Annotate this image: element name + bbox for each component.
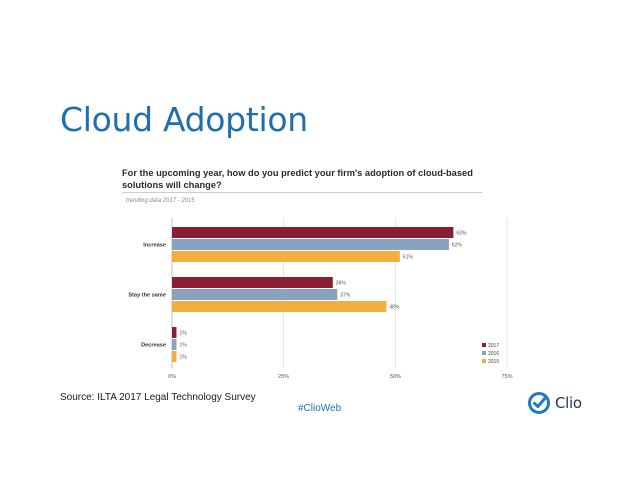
legend-swatch: [482, 359, 486, 363]
data-label: 51%: [403, 255, 414, 261]
data-label: 48%: [389, 305, 400, 311]
bar: [172, 227, 454, 238]
x-tick-label: 50%: [390, 374, 401, 380]
category-label: Increase: [143, 243, 166, 249]
bar: [172, 239, 449, 250]
bar: [172, 339, 177, 350]
legend-label: 2016: [488, 351, 499, 357]
x-tick-label: 75%: [501, 374, 512, 380]
hashtag[interactable]: #ClioWeb: [298, 403, 342, 414]
legend-swatch: [482, 351, 486, 355]
x-tick-label: 25%: [278, 374, 289, 380]
bar: [172, 301, 387, 312]
data-label: 37%: [340, 293, 351, 299]
slide-title: Cloud Adoption: [60, 100, 308, 139]
clio-check-icon: [528, 392, 550, 414]
title-divider: [122, 192, 482, 193]
legend-label: 2015: [488, 359, 499, 365]
brand-name: Clio: [555, 394, 582, 412]
bar: [172, 327, 177, 338]
bar: [172, 351, 177, 362]
chart-subtitle: trending data 2017 - 2015: [126, 198, 195, 204]
bar: [172, 277, 333, 288]
legend-swatch: [482, 343, 486, 347]
data-label: 1%: [179, 343, 187, 349]
data-label: 1%: [179, 355, 187, 361]
x-tick-label: 0%: [168, 374, 176, 380]
data-label: 36%: [336, 281, 347, 287]
data-label: 62%: [452, 243, 463, 249]
source-note: Source: ILTA 2017 Legal Technology Surve…: [60, 392, 256, 403]
data-label: 1%: [179, 331, 187, 337]
bar: [172, 251, 400, 262]
brand-logo: Clio: [527, 390, 582, 416]
legend-label: 2017: [488, 343, 499, 349]
bar: [172, 289, 338, 300]
chart-title: For the upcoming year, how do you predic…: [122, 168, 473, 190]
data-label: 63%: [456, 231, 467, 237]
category-label: Stay the same: [128, 293, 166, 299]
category-label: Decrease: [141, 343, 166, 349]
